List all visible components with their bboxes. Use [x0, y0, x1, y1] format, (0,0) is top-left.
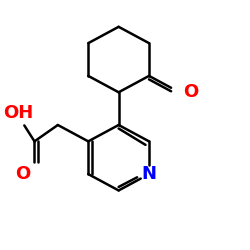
Text: O: O	[15, 165, 30, 183]
Text: O: O	[184, 83, 199, 101]
Text: OH: OH	[3, 104, 33, 122]
Text: N: N	[142, 165, 156, 183]
